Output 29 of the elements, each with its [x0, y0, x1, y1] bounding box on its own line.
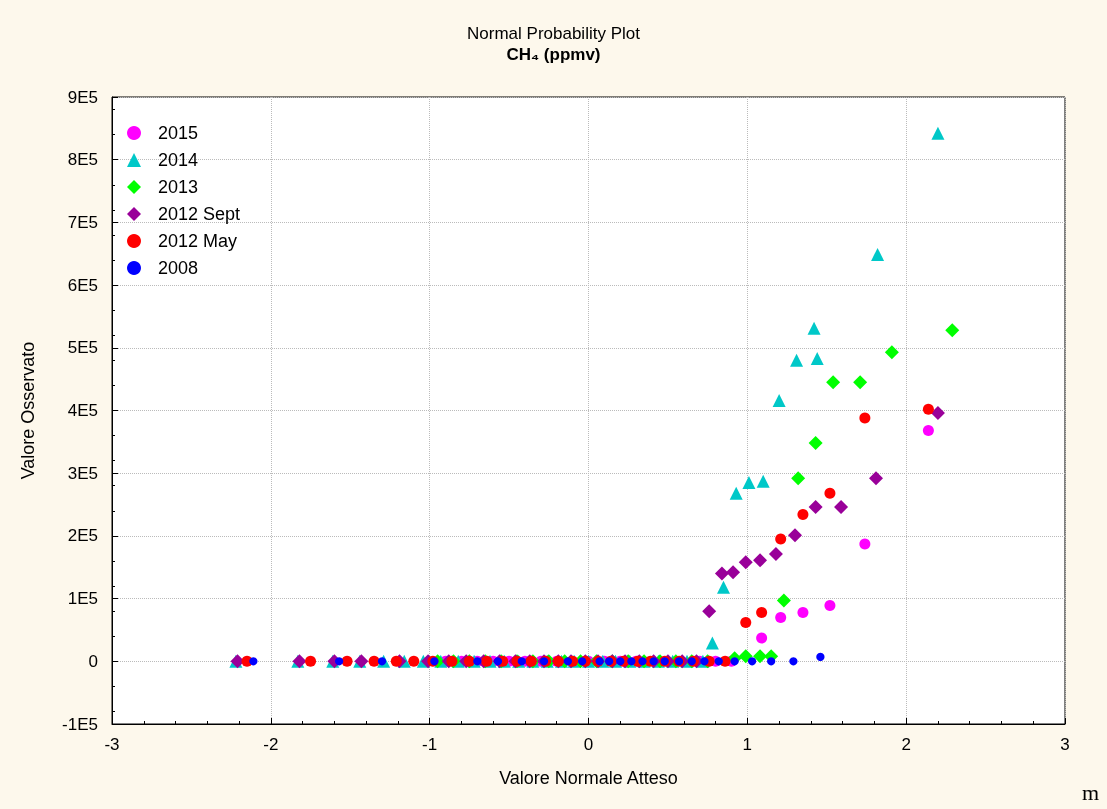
- x-tick-label: 2: [901, 735, 911, 754]
- chart-title: Normal Probability Plot: [467, 24, 641, 43]
- y-tick-label: 7E5: [67, 212, 98, 232]
- x-tick-label: -2: [263, 735, 279, 754]
- y-tick-label: -1E5: [62, 714, 98, 734]
- y-tick-label: 1E5: [67, 589, 98, 609]
- legend-label: 2008: [158, 258, 199, 278]
- y-tick-label: 3E5: [67, 463, 98, 483]
- x-tick-label: -1: [422, 735, 438, 754]
- x-tick-label: 1: [742, 735, 753, 754]
- y-tick-label: 4E5: [67, 401, 98, 420]
- legend-label: 2013: [158, 177, 199, 197]
- text: m: [1081, 779, 1100, 805]
- legend-label: 2012 Sept: [158, 204, 241, 224]
- chart-subtitle: CH₄ (ppmv): [506, 45, 601, 64]
- y-tick-label: 6E5: [67, 275, 98, 295]
- legend-label: 2015: [158, 123, 199, 143]
- legend-label: 2014: [158, 150, 199, 170]
- y-tick-label: 5E5: [67, 338, 98, 358]
- y-tick-label: 0: [88, 651, 98, 671]
- legend-label: 2012 May: [158, 231, 238, 251]
- y-tick-label: 8E5: [67, 150, 98, 170]
- y-axis-title: Valore Osservato: [18, 341, 38, 480]
- x-axis-title: Valore Normale Atteso: [499, 768, 678, 788]
- y-tick-label: 9E5: [67, 87, 98, 107]
- x-tick-label: 3: [1060, 735, 1070, 754]
- x-tick-label: 0: [583, 735, 594, 754]
- x-tick-label: -3: [104, 735, 120, 754]
- y-tick-label: 2E5: [67, 526, 98, 546]
